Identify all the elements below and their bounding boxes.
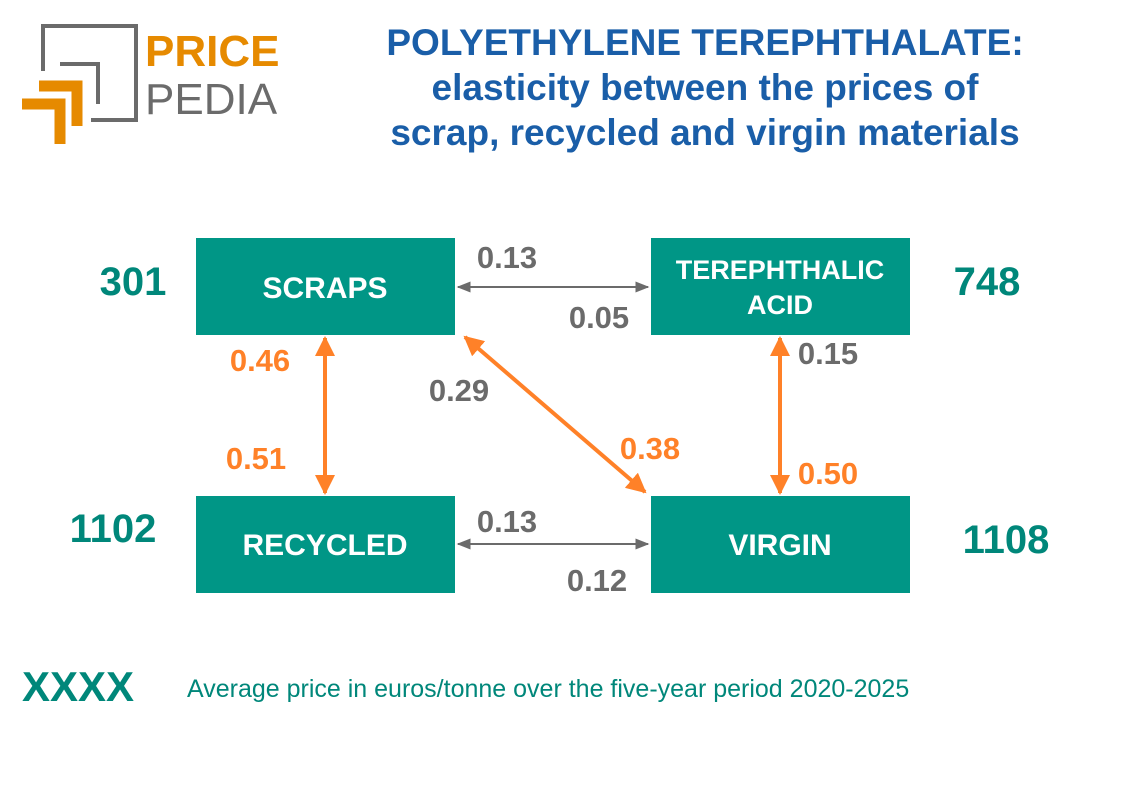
arrow-scraps-virgin bbox=[463, 335, 647, 494]
node-virgin: VIRGIN bbox=[651, 496, 910, 593]
price-scraps: 301 bbox=[100, 260, 167, 304]
page-title: POLYETHYLENE TEREPHTHALATE: elasticity b… bbox=[290, 20, 1120, 155]
elasticity-scraps-ta-top: 0.13 bbox=[477, 240, 537, 275]
pricepedia-logo: PRICE PEDIA bbox=[22, 24, 279, 144]
node-scraps: SCRAPS bbox=[196, 238, 455, 335]
logo-text-price: PRICE bbox=[145, 27, 279, 76]
node-label-line1: TEREPHTHALIC bbox=[676, 255, 885, 285]
price-recycled: 1102 bbox=[70, 507, 157, 551]
elasticity-recycled-virgin-top: 0.13 bbox=[477, 504, 537, 539]
node-terephthalic-acid: TEREPHTHALIC ACID bbox=[651, 238, 910, 335]
price-virgin: 1108 bbox=[963, 518, 1050, 562]
elasticity-scraps-recycled-bottom: 0.51 bbox=[226, 441, 286, 476]
node-label: SCRAPS bbox=[262, 272, 387, 305]
node-label-line2: ACID bbox=[747, 290, 813, 320]
logo-text-pedia: PEDIA bbox=[145, 75, 278, 124]
node-recycled: RECYCLED bbox=[196, 496, 455, 593]
elasticity-ta-virgin-top: 0.15 bbox=[798, 336, 858, 371]
node-label: RECYCLED bbox=[242, 529, 407, 562]
title-line-1: POLYETHYLENE TEREPHTHALATE: bbox=[386, 22, 1024, 63]
elasticity-ta-virgin-bottom: 0.50 bbox=[798, 456, 858, 491]
elasticity-scraps-virgin-top: 0.29 bbox=[429, 373, 489, 408]
elasticity-scraps-recycled-top: 0.46 bbox=[230, 343, 290, 378]
legend-key: XXXX bbox=[22, 663, 135, 710]
price-terephthalic-acid: 748 bbox=[954, 260, 1021, 304]
title-line-2: elasticity between the prices of bbox=[431, 67, 979, 108]
elasticity-recycled-virgin-bottom: 0.12 bbox=[567, 563, 627, 598]
elasticity-scraps-ta-bottom: 0.05 bbox=[569, 300, 629, 335]
legend-text: Average price in euros/tonne over the fi… bbox=[187, 675, 910, 703]
elasticity-scraps-virgin-bottom: 0.38 bbox=[620, 431, 680, 466]
title-line-3: scrap, recycled and virgin materials bbox=[390, 112, 1020, 153]
node-label: VIRGIN bbox=[728, 529, 831, 562]
